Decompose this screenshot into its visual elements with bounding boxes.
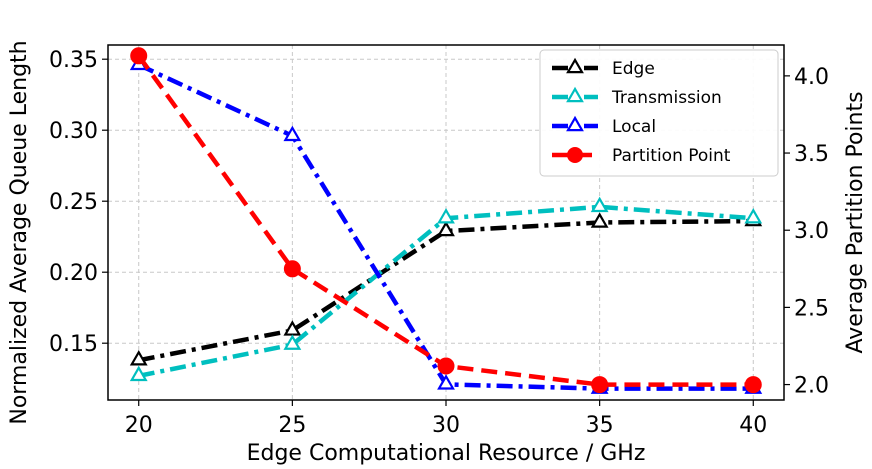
data-point [283,334,302,350]
y2-tick-label: 2.0 [794,374,829,399]
legend-label: Partition Point [612,146,731,166]
x-tick-label: 20 [125,413,153,438]
y2-tick-label: 2.5 [794,296,829,321]
x-tick-label: 30 [432,413,460,438]
series-layer [129,47,763,394]
y2-axis-label: Average Partition Points [843,91,868,353]
x-tick-label: 40 [739,413,767,438]
series-transmission [129,196,763,382]
y-tick-label: 0.15 [49,332,98,357]
y2-tick-label: 4.0 [794,65,829,90]
legend-marker [566,115,584,132]
legend-marker [566,86,584,103]
series-partition-point [130,47,762,394]
data-point [744,208,763,224]
legend: Edge Transmission Local Partition Point [539,49,779,177]
data-point [437,357,455,375]
y-tick-label: 0.25 [49,190,98,215]
x-tick-label: 35 [586,413,614,438]
y2-tick-label: 3.5 [794,142,829,167]
data-point [744,376,762,394]
data-point [437,220,455,237]
x-tick-label: 25 [278,413,306,438]
data-point [591,376,609,394]
legend-item: Local [552,115,656,137]
data-point [437,208,455,224]
axis-ticks: 20 25 30 35 40 0.15 0.20 0.25 0.30 0.35 2.0 2.5 3.0 3… [49,48,829,438]
data-point [283,125,302,142]
series-line [138,218,754,363]
legend-item: Transmission [552,86,722,108]
legend-label: Local [612,117,656,137]
legend-label: Transmission [611,88,722,108]
data-point [590,196,609,213]
y2-tick-label: 3.0 [794,219,829,244]
legend-label: Edge [612,59,655,79]
legend-box [539,49,779,177]
series-edge [129,210,763,366]
y-tick-label: 0.30 [49,119,98,144]
data-point [129,365,148,382]
y-axis-label: Normalized Average Queue Length [7,40,32,424]
x-axis-label: Edge Computational Resource / GHz [247,441,646,466]
data-point [590,212,609,228]
y-tick-label: 0.20 [49,261,98,286]
legend-marker [567,147,583,163]
legend-item: Edge [552,57,655,79]
legend-marker [566,57,584,74]
data-point [283,260,301,278]
data-point [437,374,455,390]
data-point [129,350,148,366]
legend-item: Partition Point [552,146,731,166]
data-point [130,47,148,65]
y-tick-label: 0.35 [49,48,98,73]
